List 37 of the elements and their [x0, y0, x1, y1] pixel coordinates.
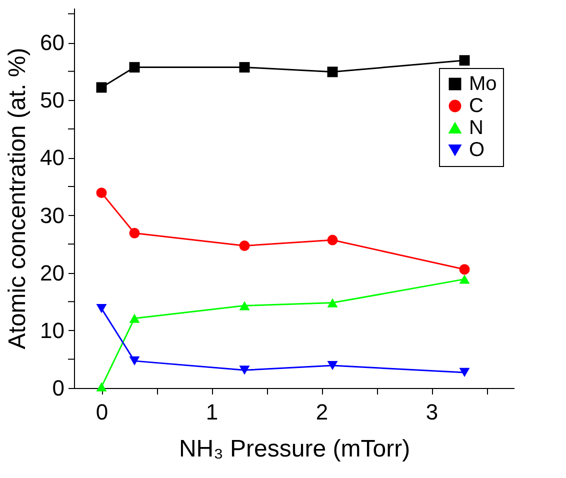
point — [459, 55, 470, 66]
point — [239, 366, 250, 375]
y-tick-label: 50 — [40, 88, 64, 113]
point — [96, 304, 107, 314]
x-tick-label: 2 — [316, 400, 328, 424]
point — [129, 228, 140, 238]
y-tick-label: 10 — [40, 318, 64, 343]
point — [327, 234, 338, 246]
point — [129, 356, 140, 366]
point — [239, 62, 250, 73]
point — [96, 382, 107, 392]
y-tick-label: 40 — [40, 145, 64, 170]
y-tick-label: 60 — [40, 30, 64, 56]
point — [327, 361, 338, 370]
point — [459, 368, 470, 377]
point — [96, 82, 107, 93]
legend-label: N — [469, 117, 484, 139]
x-axis-title: NH₃ Pressure (mTorr) — [178, 436, 410, 462]
point — [129, 62, 140, 73]
y-axis-title: Atomic concentration (at. %) — [4, 48, 32, 350]
y-tick-label: 0 — [52, 376, 64, 400]
point — [327, 298, 338, 308]
x-tick-label: 0 — [96, 400, 108, 424]
point — [129, 314, 140, 323]
legend-label: Mo — [469, 73, 497, 95]
point — [239, 301, 250, 310]
x-tick-label: 3 — [426, 400, 438, 424]
point — [239, 240, 250, 252]
point — [459, 274, 470, 284]
y-tick-label: 30 — [40, 202, 64, 228]
point — [96, 188, 107, 198]
point — [327, 66, 338, 78]
x-tick-label: 1 — [206, 400, 218, 424]
legend-label: O — [469, 139, 485, 161]
point — [459, 264, 470, 275]
y-tick-label: 20 — [40, 260, 64, 286]
legend-label: C — [469, 95, 484, 117]
